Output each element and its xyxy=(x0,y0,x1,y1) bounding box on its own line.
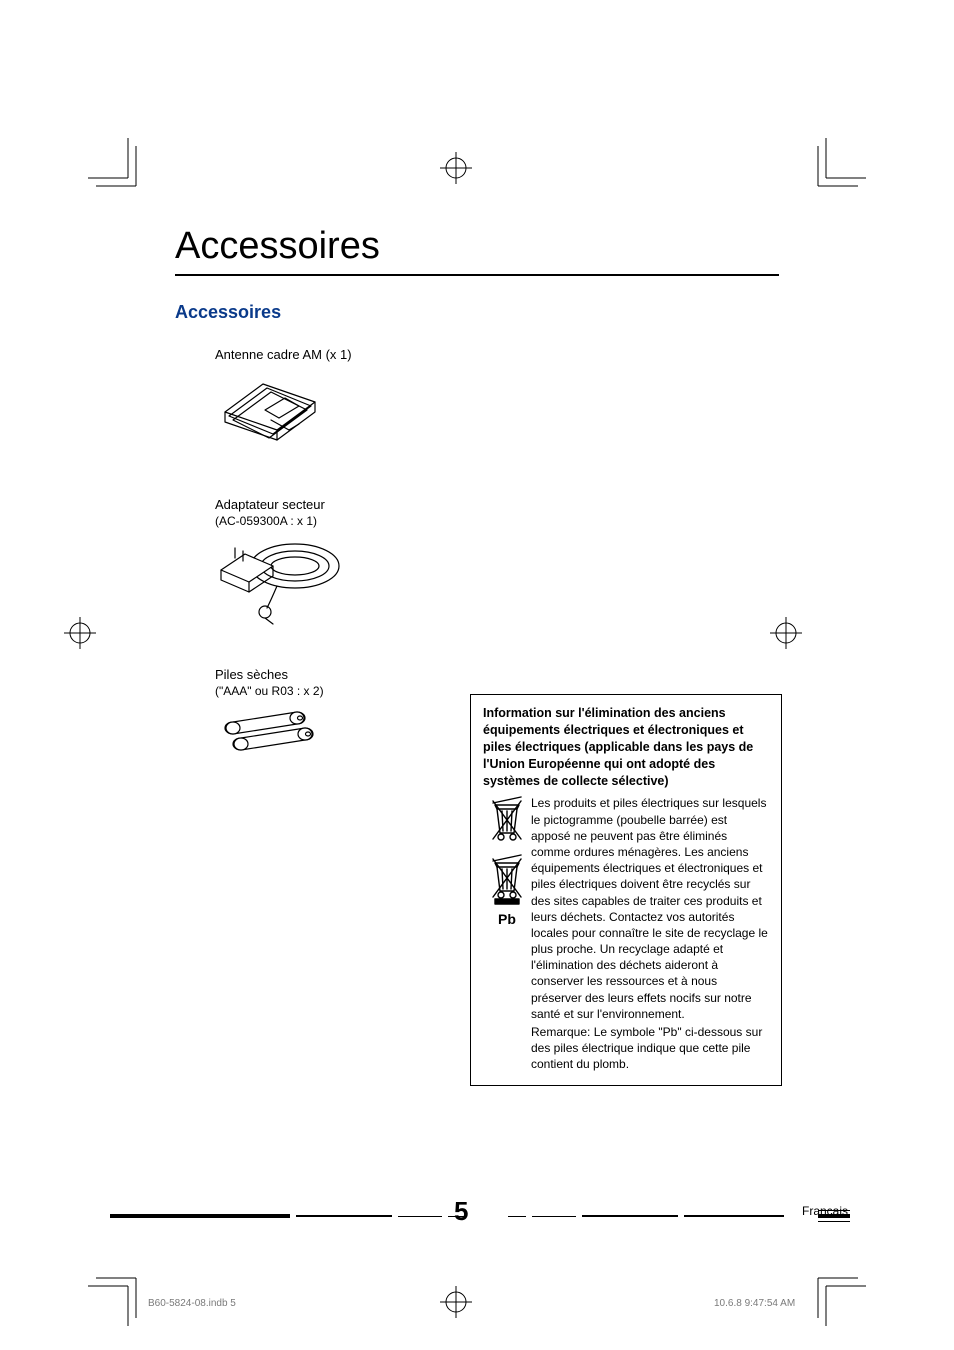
info-remark-label: Remarque: xyxy=(531,1025,590,1039)
am-loop-antenna-illustration xyxy=(215,368,779,461)
crop-mark-bottom-right xyxy=(802,1262,866,1326)
page-title: Accessoires xyxy=(175,225,779,268)
accessory-label: Antenne cadre AM (x 1) xyxy=(215,347,779,362)
info-icons-column: Pb xyxy=(483,795,531,1072)
weee-bin-icon xyxy=(487,795,527,847)
crop-mark-top-right xyxy=(802,138,866,202)
registration-target-bottom xyxy=(440,1286,472,1318)
page-number: 5 xyxy=(454,1196,468,1227)
print-meta-filename: B60-5824-08.indb 5 xyxy=(148,1298,236,1309)
accessory-sublabel: (AC-059300A : x 1) xyxy=(215,514,779,528)
registration-target-left xyxy=(64,617,96,649)
page-footer: 5 Français xyxy=(110,1204,845,1226)
crop-mark-top-left xyxy=(88,138,152,202)
crop-mark-bottom-left xyxy=(88,1262,152,1326)
footer-rule-right xyxy=(508,1212,850,1220)
info-body-text: Les produits et piles électriques sur le… xyxy=(531,796,768,1020)
info-text: Les produits et piles électriques sur le… xyxy=(531,795,769,1072)
accessory-ac-adapter: Adaptateur secteur (AC-059300A : x 1) xyxy=(215,497,779,631)
accessory-label: Adaptateur secteur xyxy=(215,497,779,512)
footer-rule-left xyxy=(110,1212,402,1220)
title-rule xyxy=(175,274,779,276)
ac-adapter-illustration xyxy=(215,536,779,631)
section-heading: Accessoires xyxy=(175,302,779,323)
accessory-am-antenna: Antenne cadre AM (x 1) xyxy=(215,347,779,461)
info-heading: Information sur l'élimination des ancien… xyxy=(483,705,769,789)
weee-info-box: Information sur l'élimination des ancien… xyxy=(470,694,782,1086)
registration-target-top xyxy=(440,152,472,184)
weee-bin-icon xyxy=(487,853,527,905)
pb-symbol-label: Pb xyxy=(498,911,516,927)
accessory-label: Piles sèches xyxy=(215,667,779,682)
print-meta-timestamp: 10.6.8 9:47:54 AM xyxy=(714,1298,795,1309)
footer-language: Français xyxy=(802,1204,848,1218)
